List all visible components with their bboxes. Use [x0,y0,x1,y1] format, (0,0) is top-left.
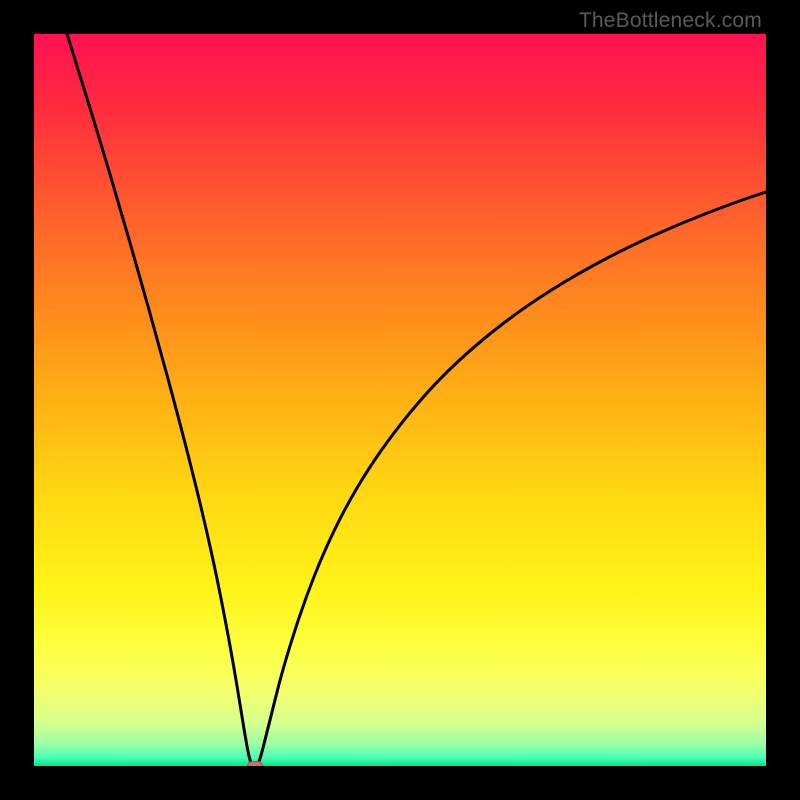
frame-left [0,0,34,800]
frame-right [766,0,800,800]
bottleneck-curve [34,34,766,766]
plot-area [34,34,766,766]
frame-bottom [0,766,800,800]
bottleneck-marker [247,761,263,766]
watermark-text: TheBottleneck.com [579,9,762,33]
